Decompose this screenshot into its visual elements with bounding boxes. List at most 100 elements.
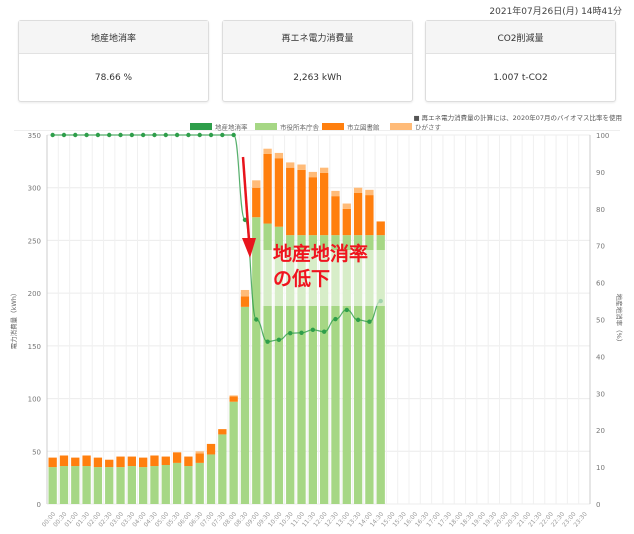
- rate-point: [50, 132, 55, 138]
- bar-segment: [376, 235, 385, 504]
- bar-segment: [229, 396, 238, 402]
- card-value: 78.66 %: [94, 72, 133, 83]
- bar-segment: [82, 455, 91, 467]
- rate-point: [118, 132, 123, 138]
- card-title: CO2削減量: [426, 21, 615, 54]
- bar-segment: [297, 235, 306, 504]
- bar-segment: [286, 167, 295, 236]
- y-axis-label: 電力消費量（kWh）: [9, 290, 18, 350]
- bar-segment: [59, 466, 69, 504]
- bar-segment: [365, 235, 374, 504]
- rate-point: [265, 339, 270, 344]
- bar-segment: [320, 235, 329, 504]
- legend-swatch: [322, 123, 344, 130]
- bar-segment: [139, 457, 148, 468]
- bar-segment: [93, 457, 103, 468]
- annotation-arrowhead: [242, 238, 256, 258]
- bar-segment: [331, 196, 340, 236]
- bar-segment: [105, 459, 114, 468]
- y-tick-label: 250: [28, 237, 41, 245]
- rate-point: [344, 307, 349, 313]
- rate-point: [174, 132, 180, 138]
- bar-segment: [353, 187, 363, 193]
- rate-point: [231, 132, 236, 138]
- y2-tick-label: 70: [596, 243, 605, 251]
- rate-point: [254, 317, 259, 322]
- y2-tick-label: 100: [596, 132, 609, 140]
- bar-segment: [342, 203, 351, 209]
- bar-segment: [274, 152, 284, 159]
- bar-segment: [48, 467, 57, 504]
- rate-point: [367, 319, 372, 324]
- rate-point: [152, 132, 157, 138]
- rate-point: [163, 132, 168, 138]
- rate-point: [84, 132, 89, 138]
- bar-segment: [127, 456, 136, 467]
- bar-segment: [195, 462, 204, 504]
- bar-segment: [161, 464, 170, 504]
- divider: [14, 130, 620, 131]
- rate-point: [140, 132, 146, 138]
- bar-segment: [71, 457, 80, 467]
- rate-point: [310, 327, 316, 333]
- bar-segment: [274, 158, 284, 227]
- bar-segment: [150, 455, 159, 467]
- rate-point: [95, 132, 101, 138]
- rate-point: [276, 337, 282, 342]
- bar-segment: [161, 456, 170, 465]
- y-tick-label: 100: [28, 396, 41, 404]
- bar-segment: [286, 162, 295, 168]
- rate-point: [73, 132, 78, 138]
- y2-tick-label: 40: [596, 353, 605, 361]
- bar-segment: [331, 190, 340, 197]
- bar-segment: [240, 289, 250, 297]
- bar-segment: [331, 235, 340, 504]
- bar-segment: [48, 457, 57, 468]
- rate-point: [186, 132, 191, 138]
- legend-label: 市役所本庁舎: [280, 123, 320, 132]
- bar-segment: [365, 195, 374, 236]
- y-tick-label: 0: [37, 501, 41, 509]
- bar-segment: [206, 443, 216, 455]
- bar-segment: [252, 180, 261, 188]
- bar-segment: [172, 452, 182, 463]
- bar-segment: [297, 169, 306, 236]
- bar-segment: [376, 221, 385, 236]
- bar-segment: [240, 296, 250, 307]
- legend-swatch: [190, 123, 212, 130]
- bar-segment: [218, 434, 227, 504]
- annotation-rate-drop: 地産地消率 の低下: [273, 243, 369, 290]
- bar-segment: [365, 189, 374, 196]
- bar-segment: [353, 235, 363, 504]
- y-tick-label: 300: [28, 185, 41, 193]
- bar-segment: [195, 451, 204, 454]
- bar-segment: [184, 466, 193, 504]
- legend-label: 地産地消率: [215, 123, 248, 132]
- bar-segment: [308, 235, 317, 504]
- y-tick-label: 50: [32, 448, 41, 456]
- card-value: 2,263 kWh: [293, 72, 342, 83]
- y2-tick-label: 80: [596, 206, 605, 214]
- bar-segment: [139, 467, 148, 504]
- y2-tick-label: 0: [596, 501, 600, 509]
- rate-point: [107, 132, 112, 138]
- legend-label: 市立図書館: [347, 123, 380, 132]
- y2-tick-label: 50: [596, 317, 605, 325]
- bar-segment: [320, 172, 329, 236]
- footnote: ■ 再エネ電力消費量の計算には、2020年07月のバイオマス比率を使用: [413, 114, 622, 122]
- bar-segment: [93, 467, 103, 504]
- bar-segment: [116, 467, 125, 504]
- y2-tick-label: 10: [596, 464, 605, 472]
- y2-axis-label: 地産地消率（%）: [615, 294, 624, 346]
- bar-segment: [308, 171, 317, 178]
- bar-segment: [297, 164, 306, 170]
- bar-segment: [82, 466, 91, 504]
- card-renewable-consumption: 再エネ電力消費量 2,263 kWh: [222, 20, 413, 102]
- rate-point: [208, 132, 214, 138]
- rate-point: [355, 317, 361, 323]
- card-title: 地産地消率: [19, 21, 208, 54]
- card-title: 再エネ電力消費量: [223, 21, 412, 54]
- datetime: 2021年07月26日(月) 14時41分: [489, 7, 622, 17]
- rate-point: [197, 132, 202, 138]
- bar-segment: [286, 235, 295, 504]
